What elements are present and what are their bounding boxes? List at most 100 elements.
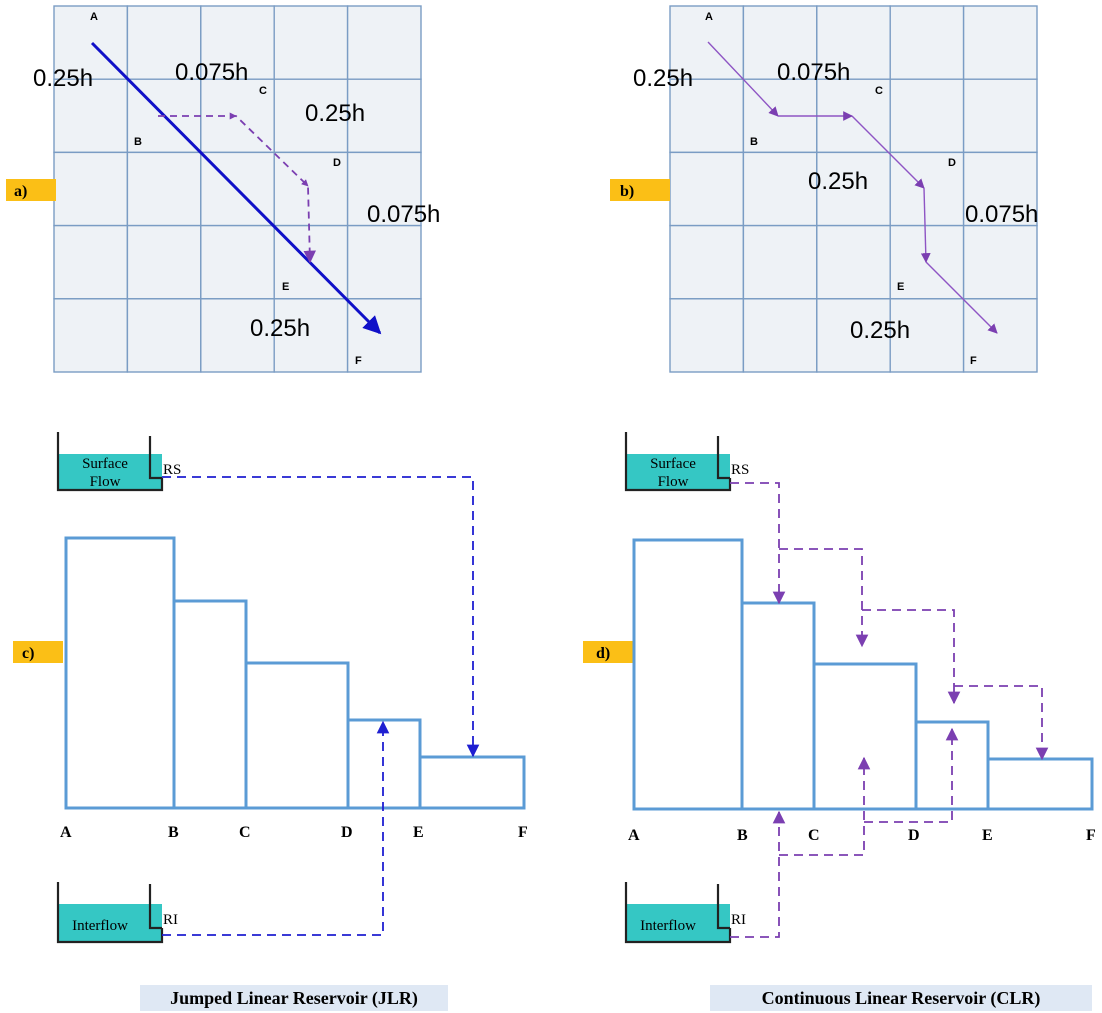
- time-label-5: 0.25h: [850, 317, 910, 344]
- grid-cell: [669, 224, 745, 300]
- surface-flow-tank: Surface Flow RS: [56, 432, 181, 492]
- interflow-code: RI: [731, 912, 746, 928]
- cell-path-seg-1: [707, 41, 779, 117]
- grid-cell: [669, 151, 745, 227]
- grid-cell: [126, 298, 202, 373]
- caption-jlr: Jumped Linear Reservoir (JLR): [170, 988, 418, 1009]
- axis-label-a: A: [628, 827, 640, 844]
- surface-flow-code: RS: [731, 462, 749, 478]
- time-label-2: 0.075h: [777, 59, 850, 86]
- grid-cell: [669, 298, 745, 373]
- interflow-jump-arrow: [162, 720, 390, 936]
- grid-cell: [889, 5, 965, 80]
- grid-cell: [816, 298, 891, 373]
- tank-wall: [624, 432, 732, 492]
- axis-label-e: E: [413, 824, 424, 841]
- surface-flow-label-2: Flow: [658, 474, 689, 490]
- reservoir-bar-d: [914, 720, 990, 811]
- panel-a: a) A B C D E F 0.25h 0.075h 0.25h 0.075h…: [6, 5, 440, 373]
- point-a: A: [90, 11, 98, 23]
- grid-cell: [200, 298, 275, 373]
- panel-d-tag-bg: [583, 641, 633, 663]
- surface-flow-jump-arrow: [162, 476, 480, 758]
- point-b: B: [750, 136, 758, 148]
- grid-cell: [816, 151, 891, 227]
- axis-label-c: C: [808, 827, 820, 844]
- cascade-arrow-1: [730, 810, 786, 938]
- interflow-tank: Interflow RI: [624, 882, 746, 944]
- panel-c: c) A B C D E F Surface Flow RS Interflow…: [13, 432, 528, 1011]
- tank-wall: [624, 882, 732, 944]
- grid-cell: [346, 78, 422, 154]
- grid-cell: [126, 5, 202, 80]
- axis-label-f: F: [1086, 827, 1096, 844]
- time-label-3: 0.25h: [808, 168, 868, 195]
- reservoir-bar-e: [986, 757, 1094, 811]
- surface-flow-label-1: Surface: [650, 456, 696, 472]
- axis-label-a: A: [60, 824, 72, 841]
- cell-path-seg-3: [851, 115, 925, 189]
- tank-wall: [56, 432, 164, 492]
- grid-cell: [346, 224, 422, 300]
- grid-cell: [816, 5, 891, 80]
- axis-label-c: C: [239, 824, 251, 841]
- surface-flow-label-2: Flow: [90, 474, 121, 490]
- axis-label-b: B: [737, 827, 748, 844]
- reservoir-bar-d: [346, 718, 422, 810]
- tank-water: [626, 454, 730, 490]
- cascade-arrow-3: [862, 609, 961, 705]
- surface-flow-cascade-arrows: [730, 482, 1049, 761]
- tank-water: [58, 904, 162, 942]
- axis-label-e: E: [982, 827, 993, 844]
- cascade-arrow-2: [779, 548, 869, 648]
- grid-cell: [889, 151, 965, 227]
- point-e: E: [897, 281, 904, 293]
- grid-cell: [962, 5, 1038, 80]
- interflow-cascade-arrows: [730, 727, 959, 938]
- grid-cell: [816, 224, 891, 300]
- panel-d-tag: d): [596, 645, 610, 662]
- grid-cell: [126, 151, 202, 227]
- axis-label-f: F: [518, 824, 528, 841]
- cascade-arrow-1: [730, 482, 786, 605]
- time-label-4: 0.075h: [965, 201, 1038, 228]
- cell-path-seg-4: [920, 187, 931, 263]
- panel-c-tag-bg: [13, 641, 63, 663]
- caption-clr: Continuous Linear Reservoir (CLR): [762, 988, 1041, 1009]
- reservoir-bar-b: [172, 599, 248, 810]
- point-f: F: [355, 355, 362, 367]
- interflow-label: Interflow: [72, 918, 128, 934]
- interflow-code: RI: [163, 912, 178, 928]
- point-f: F: [970, 355, 977, 367]
- cascade-arrow-4: [954, 685, 1049, 761]
- surface-flow-tank: Surface Flow RS: [624, 432, 749, 492]
- point-e: E: [282, 281, 289, 293]
- grid-cell: [962, 151, 1038, 227]
- panel-b-tag-bg: [610, 179, 670, 201]
- grid-cell: [53, 298, 129, 373]
- panel-b: b) A B C D E F 0.25h 0.075h 0.25h 0.075h…: [610, 5, 1038, 373]
- jlr-direct-path: [90, 41, 382, 335]
- interflow-tank: Interflow RI: [56, 882, 178, 944]
- time-label-1: 0.25h: [633, 65, 693, 92]
- axis-label-d: D: [908, 827, 920, 844]
- grid-cell: [53, 224, 129, 300]
- grid-cell: [962, 78, 1038, 154]
- point-b: B: [134, 136, 142, 148]
- reservoir-bar-b: [740, 601, 816, 811]
- grid-cell: [200, 5, 275, 80]
- grid-cell: [889, 78, 965, 154]
- grid-cell: [126, 224, 202, 300]
- cell-path-dashed: [158, 115, 316, 264]
- panel-a-tag: a): [14, 183, 27, 200]
- reservoir-bar-e: [418, 755, 526, 810]
- grid-cell: [962, 224, 1038, 300]
- reservoir-bar-a: [64, 536, 176, 810]
- cascade-arrow-3: [864, 727, 959, 823]
- tank-water: [626, 904, 730, 942]
- time-label-4: 0.075h: [367, 201, 440, 228]
- grid-cell: [200, 224, 275, 300]
- time-label-2: 0.075h: [175, 59, 248, 86]
- grid-cell: [53, 78, 129, 154]
